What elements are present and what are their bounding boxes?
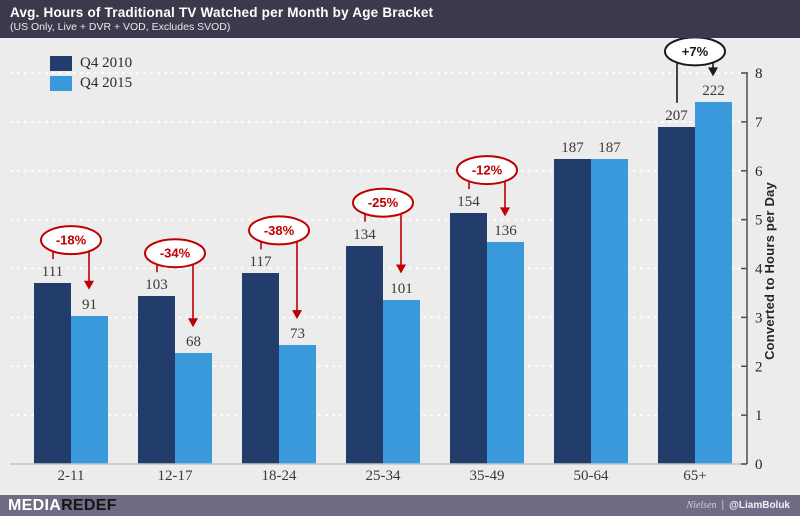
brand-media: MEDIA [8, 497, 62, 514]
footer-bar: MEDIAREDEF Nielsen | @LiamBoluk [0, 495, 800, 516]
value-label: 101 [390, 280, 413, 297]
value-label: 73 [290, 326, 305, 343]
legend-item-q4-2015: Q4 2015 [50, 74, 132, 93]
bar-q4-2015-2-11 [71, 315, 108, 464]
annotation-arrowhead [708, 67, 718, 77]
bar-q4-2010-65+ [658, 126, 695, 464]
annotation-label: +7% [682, 44, 709, 59]
y2-tick-label: 8 [755, 66, 763, 82]
annotation-oval [456, 155, 518, 186]
annotation-label: -12% [472, 163, 503, 178]
annotation-arrowhead [188, 318, 198, 328]
legend-label-q4-2015: Q4 2015 [80, 75, 133, 91]
annotation-oval [352, 187, 414, 218]
y2-tick-label: 6 [755, 164, 763, 180]
category-label-2-11: 2-11 [57, 468, 85, 484]
value-label: 117 [249, 254, 272, 271]
annotation-arrowhead [292, 310, 302, 320]
value-label: 136 [494, 223, 517, 240]
annotation-arrowhead [396, 264, 406, 274]
y2-tick-label: 4 [755, 262, 763, 278]
annotation-oval [664, 38, 726, 67]
value-label: 111 [41, 264, 64, 281]
legend-item-q4-2010: Q4 2010 [50, 54, 132, 73]
category-label-25-34: 25-34 [365, 468, 401, 484]
bar-q4-2015-12-17 [175, 353, 212, 464]
bar-q4-2015-65+ [695, 102, 732, 464]
category-label-50-64: 50-64 [573, 468, 609, 484]
y2-tick-label: 7 [755, 115, 763, 131]
separator: | [721, 500, 725, 511]
annotation-label: -34% [160, 246, 191, 261]
annotation-label: -18% [56, 233, 87, 248]
y2-tick-label: 3 [755, 310, 763, 326]
annotation-oval [40, 225, 102, 256]
value-label: 187 [561, 140, 584, 157]
annotation-oval [144, 238, 206, 269]
value-label: 68 [186, 334, 201, 351]
bar-q4-2010-18-24 [242, 273, 279, 464]
mediaredef-logo: MEDIAREDEF [8, 495, 117, 516]
legend: Q4 2010 Q4 2015 [50, 54, 132, 94]
author-handle: @LiamBoluk [729, 500, 790, 511]
y2-tick-label: 0 [755, 457, 763, 473]
bar-q4-2010-12-17 [138, 296, 175, 464]
source-credit: Nielsen [686, 500, 717, 511]
value-label: 207 [665, 107, 688, 124]
chart-header: Avg. Hours of Traditional TV Watched per… [0, 0, 800, 38]
y2-tick-label: 1 [755, 408, 763, 424]
category-label-12-17: 12-17 [157, 468, 193, 484]
chart-area: 111 91 103 68 117 73 134 101 154 136 187 187 207 222 … [0, 38, 800, 495]
chart-subtitle: (US Only, Live + DVR + VOD, Excludes SVO… [10, 21, 231, 33]
value-label: 222 [702, 83, 725, 100]
category-label-65+: 65+ [683, 468, 707, 484]
bar-q4-2010-50-64 [554, 159, 591, 464]
annotation-arrowhead [500, 207, 510, 217]
bar-q4-2010-2-11 [34, 283, 71, 464]
bar-q4-2015-18-24 [279, 345, 316, 464]
category-label-35-49: 35-49 [469, 468, 505, 484]
annotation-arrowhead [84, 280, 94, 290]
y2-axis-title: Converted to Hours per Day [762, 182, 777, 360]
value-label: 187 [598, 140, 621, 157]
bar-q4-2015-50-64 [591, 159, 628, 464]
pct-change-annotation-25-34: -25% [352, 187, 414, 274]
annotation-label: -25% [368, 195, 399, 210]
legend-label-q4-2010: Q4 2010 [80, 55, 133, 71]
value-label: 103 [145, 277, 168, 294]
plot-area: 111 91 103 68 117 73 134 101 154 136 187 187 207 222 [10, 73, 747, 464]
bar-q4-2015-25-34 [383, 299, 420, 464]
annotation-oval [248, 215, 310, 246]
bar-q4-2010-35-49 [450, 213, 487, 464]
y2-tick-label: 2 [755, 359, 763, 375]
chart-title: Avg. Hours of Traditional TV Watched per… [10, 5, 434, 20]
value-label: 134 [353, 226, 376, 243]
bar-q4-2015-35-49 [487, 242, 524, 464]
pct-change-annotation-2-11: -18% [40, 225, 102, 290]
bar-q4-2010-25-34 [346, 245, 383, 464]
legend-swatch-q4-2010 [50, 56, 72, 71]
pct-change-annotation-12-17: -34% [144, 238, 206, 328]
value-label: 91 [82, 296, 97, 313]
axis-and-annotations-layer: 0 1 2 3 4 5 6 7 8 -18% -34% -38% -25% -12% +7% [10, 38, 763, 473]
category-label-18-24: 18-24 [261, 468, 297, 484]
brand-redef: REDEF [61, 497, 117, 514]
pct-change-annotation-18-24: -38% [248, 215, 310, 320]
attribution: Nielsen | @LiamBoluk [687, 500, 790, 511]
annotation-label: -38% [264, 223, 295, 238]
pct-change-annotation-65+: +7% [664, 38, 726, 103]
pct-change-annotation-35-49: -12% [456, 155, 518, 217]
y2-tick-label: 5 [755, 213, 763, 229]
legend-swatch-q4-2015 [50, 76, 72, 91]
value-label: 154 [457, 194, 480, 211]
